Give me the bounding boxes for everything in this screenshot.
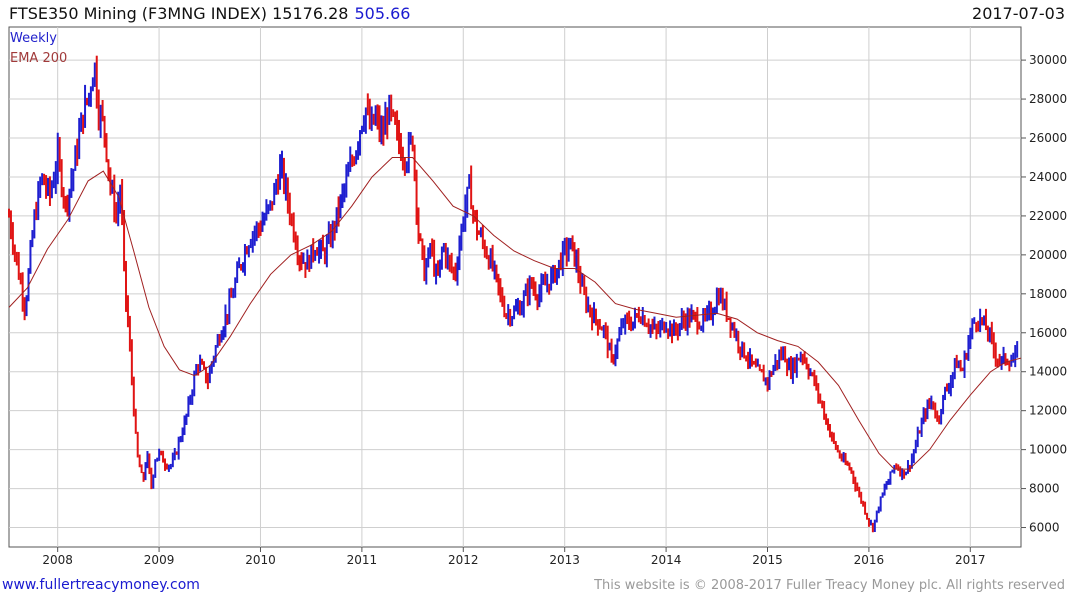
x-tick-label: 2010 bbox=[245, 553, 276, 567]
site-link[interactable]: www.fullertreacymoney.com bbox=[2, 577, 200, 593]
title-text: FTSE350 Mining (F3MNG INDEX) bbox=[9, 4, 268, 23]
ema-line bbox=[8, 157, 1022, 470]
weekly-bars bbox=[8, 55, 1019, 533]
y-tick-label: 10000 bbox=[1029, 443, 1067, 457]
y-tick-label: 28000 bbox=[1029, 92, 1067, 106]
y-tick-label: 18000 bbox=[1029, 287, 1067, 301]
y-tick-label: 6000 bbox=[1029, 521, 1060, 535]
y-tick-label: 20000 bbox=[1029, 248, 1067, 262]
x-tick-label: 2009 bbox=[144, 553, 175, 567]
x-tick-label: 2016 bbox=[854, 553, 885, 567]
x-tick-label: 2008 bbox=[42, 553, 73, 567]
legend-weekly: Weekly bbox=[10, 31, 57, 46]
x-tick-label: 2017 bbox=[955, 553, 986, 567]
y-tick-label: 30000 bbox=[1029, 53, 1067, 67]
y-tick-label: 14000 bbox=[1029, 365, 1067, 379]
y-tick-label: 24000 bbox=[1029, 170, 1067, 184]
x-tick-label: 2011 bbox=[347, 553, 378, 567]
grid bbox=[9, 27, 1021, 547]
x-tick-label: 2013 bbox=[549, 553, 580, 567]
chart-date: 2017-07-03 bbox=[972, 4, 1065, 23]
y-tick-label: 26000 bbox=[1029, 131, 1067, 145]
chart-title: FTSE350 Mining (F3MNG INDEX) 15176.28 505… bbox=[9, 4, 410, 23]
last-value: 15176.28 bbox=[272, 4, 349, 23]
x-axis: 2008 2009 2010 2011 2012 2013 2014 2015 2016 2017 bbox=[42, 547, 986, 567]
plot-area bbox=[8, 26, 1022, 548]
x-tick-label: 2012 bbox=[448, 553, 479, 567]
y-axis: 6000 8000 10000 12000 14000 16000 18000 20000 22… bbox=[1021, 53, 1067, 535]
change-value: 505.66 bbox=[354, 4, 411, 23]
y-tick-label: 12000 bbox=[1029, 404, 1067, 418]
y-tick-label: 16000 bbox=[1029, 326, 1067, 340]
x-tick-label: 2015 bbox=[752, 553, 783, 567]
y-tick-label: 8000 bbox=[1029, 482, 1060, 496]
copyright-text: This website is © 2008-2017 Fuller Treac… bbox=[594, 578, 1065, 593]
y-tick-label: 22000 bbox=[1029, 209, 1067, 223]
x-tick-label: 2014 bbox=[651, 553, 682, 567]
legend-ema: EMA 200 bbox=[10, 51, 68, 66]
